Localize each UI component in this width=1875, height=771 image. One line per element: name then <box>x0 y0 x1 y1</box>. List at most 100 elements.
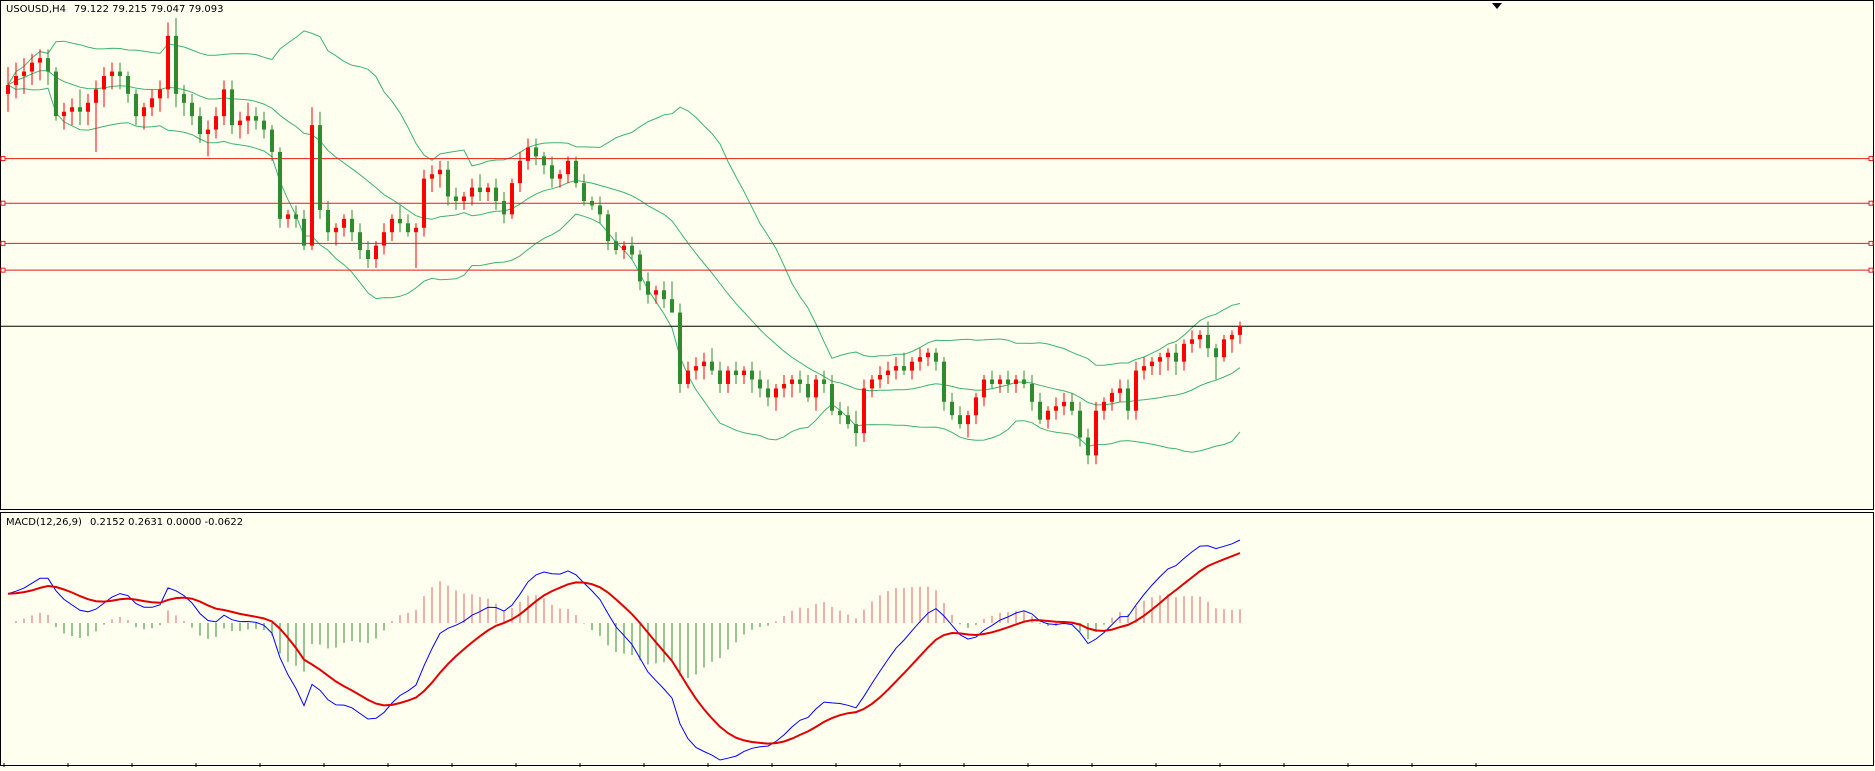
candle-body <box>694 366 698 371</box>
candle-body <box>278 151 282 219</box>
candle-body <box>1222 339 1226 358</box>
candle-body <box>886 370 890 376</box>
candle-body <box>574 160 578 184</box>
candle-body <box>246 116 250 121</box>
candle-body <box>942 361 946 402</box>
candle-body <box>390 218 394 233</box>
candle-body <box>174 35 178 94</box>
candle-body <box>1046 410 1050 420</box>
candle-body <box>926 352 930 358</box>
level-handle-right-3 <box>1868 267 1874 273</box>
candle-body <box>774 388 778 398</box>
candle-body <box>374 245 378 259</box>
candle-body <box>1110 392 1114 402</box>
candle-body <box>598 205 602 215</box>
candle-body <box>54 71 58 117</box>
candle-body <box>1062 401 1066 407</box>
candle-body <box>566 160 570 175</box>
candle-body <box>1158 357 1162 362</box>
candle-body <box>134 93 138 117</box>
level-handle-left-0 <box>0 156 6 162</box>
candle-body <box>294 214 298 219</box>
candle-body <box>822 379 826 384</box>
candle-body <box>582 183 586 201</box>
candle-body <box>646 281 650 295</box>
candle-body <box>966 415 970 425</box>
candle-body <box>918 357 922 362</box>
candle-body <box>1198 334 1202 340</box>
candle-body <box>862 388 866 434</box>
candle-body <box>542 156 546 166</box>
candle-body <box>766 388 770 398</box>
price-pane[interactable]: USOUSD,H4 79.122 79.215 79.047 79.093 <box>0 0 1874 510</box>
candle-body <box>46 58 50 72</box>
candle-body <box>462 196 466 201</box>
candle-body <box>1126 388 1130 411</box>
upper-band <box>7 30 1241 366</box>
candle-body <box>686 370 690 384</box>
candle-body <box>654 290 658 295</box>
candle-body <box>150 98 154 108</box>
candle-body <box>302 218 306 246</box>
candle-body <box>358 232 362 251</box>
candle-body <box>1038 401 1042 420</box>
candle-body <box>534 147 538 157</box>
level-handle-left-1 <box>0 200 6 206</box>
candle-body <box>1030 383 1034 402</box>
candle-body <box>406 223 410 233</box>
candle-body <box>270 129 274 152</box>
signal-line <box>7 552 1241 745</box>
candle-body <box>678 312 682 384</box>
time-axis-ticks <box>3 763 1477 767</box>
candle-body <box>1134 370 1138 411</box>
candle-body <box>470 187 474 197</box>
candle-body <box>814 379 818 398</box>
candle-body <box>1102 401 1106 411</box>
candle-body <box>638 254 642 282</box>
candle-body <box>142 107 146 117</box>
candle-body <box>1014 379 1018 384</box>
level-handle-right-2 <box>1868 240 1874 246</box>
candle-body <box>878 375 882 380</box>
candle-body <box>126 76 130 94</box>
candle-body <box>1006 379 1010 384</box>
macd-values: 0.2152 0.2631 0.0000 -0.0622 <box>90 517 243 528</box>
candle-body <box>662 290 666 300</box>
candle-body <box>1022 379 1026 384</box>
candle-body <box>366 250 370 259</box>
candle-body <box>334 227 338 233</box>
candle-body <box>934 352 938 362</box>
candle-body <box>550 165 554 179</box>
candle-body <box>870 379 874 389</box>
symbol-label: USOUSD,H4 <box>6 4 66 15</box>
candle-body <box>286 214 290 219</box>
candle-body <box>230 89 234 126</box>
candle-body <box>974 397 978 416</box>
candle-body <box>910 361 914 371</box>
candle-body <box>758 379 762 389</box>
candle-body <box>6 84 10 94</box>
macd-pane[interactable]: MACD(12,26,9) 0.2152 0.2631 0.0000 -0.06… <box>0 512 1874 766</box>
candle-body <box>382 232 386 246</box>
candle-body <box>398 218 402 224</box>
candle-body <box>262 120 266 130</box>
candle-body <box>182 93 186 103</box>
candle-body <box>702 361 706 367</box>
candle-body <box>590 200 594 206</box>
candle-body <box>1230 334 1234 340</box>
candle-body <box>310 125 314 246</box>
candle-body <box>742 370 746 376</box>
candle-body <box>254 116 258 121</box>
candle-body <box>854 424 858 434</box>
macd-lines <box>7 539 1241 761</box>
candle-body <box>22 71 26 77</box>
candle-body <box>1190 339 1194 344</box>
candle-body <box>1142 366 1146 371</box>
shift-marker-icon[interactable] <box>1492 3 1502 9</box>
candle-body <box>422 178 426 228</box>
candle-body <box>478 187 482 193</box>
candle-body <box>734 370 738 376</box>
candle-body <box>518 160 522 184</box>
